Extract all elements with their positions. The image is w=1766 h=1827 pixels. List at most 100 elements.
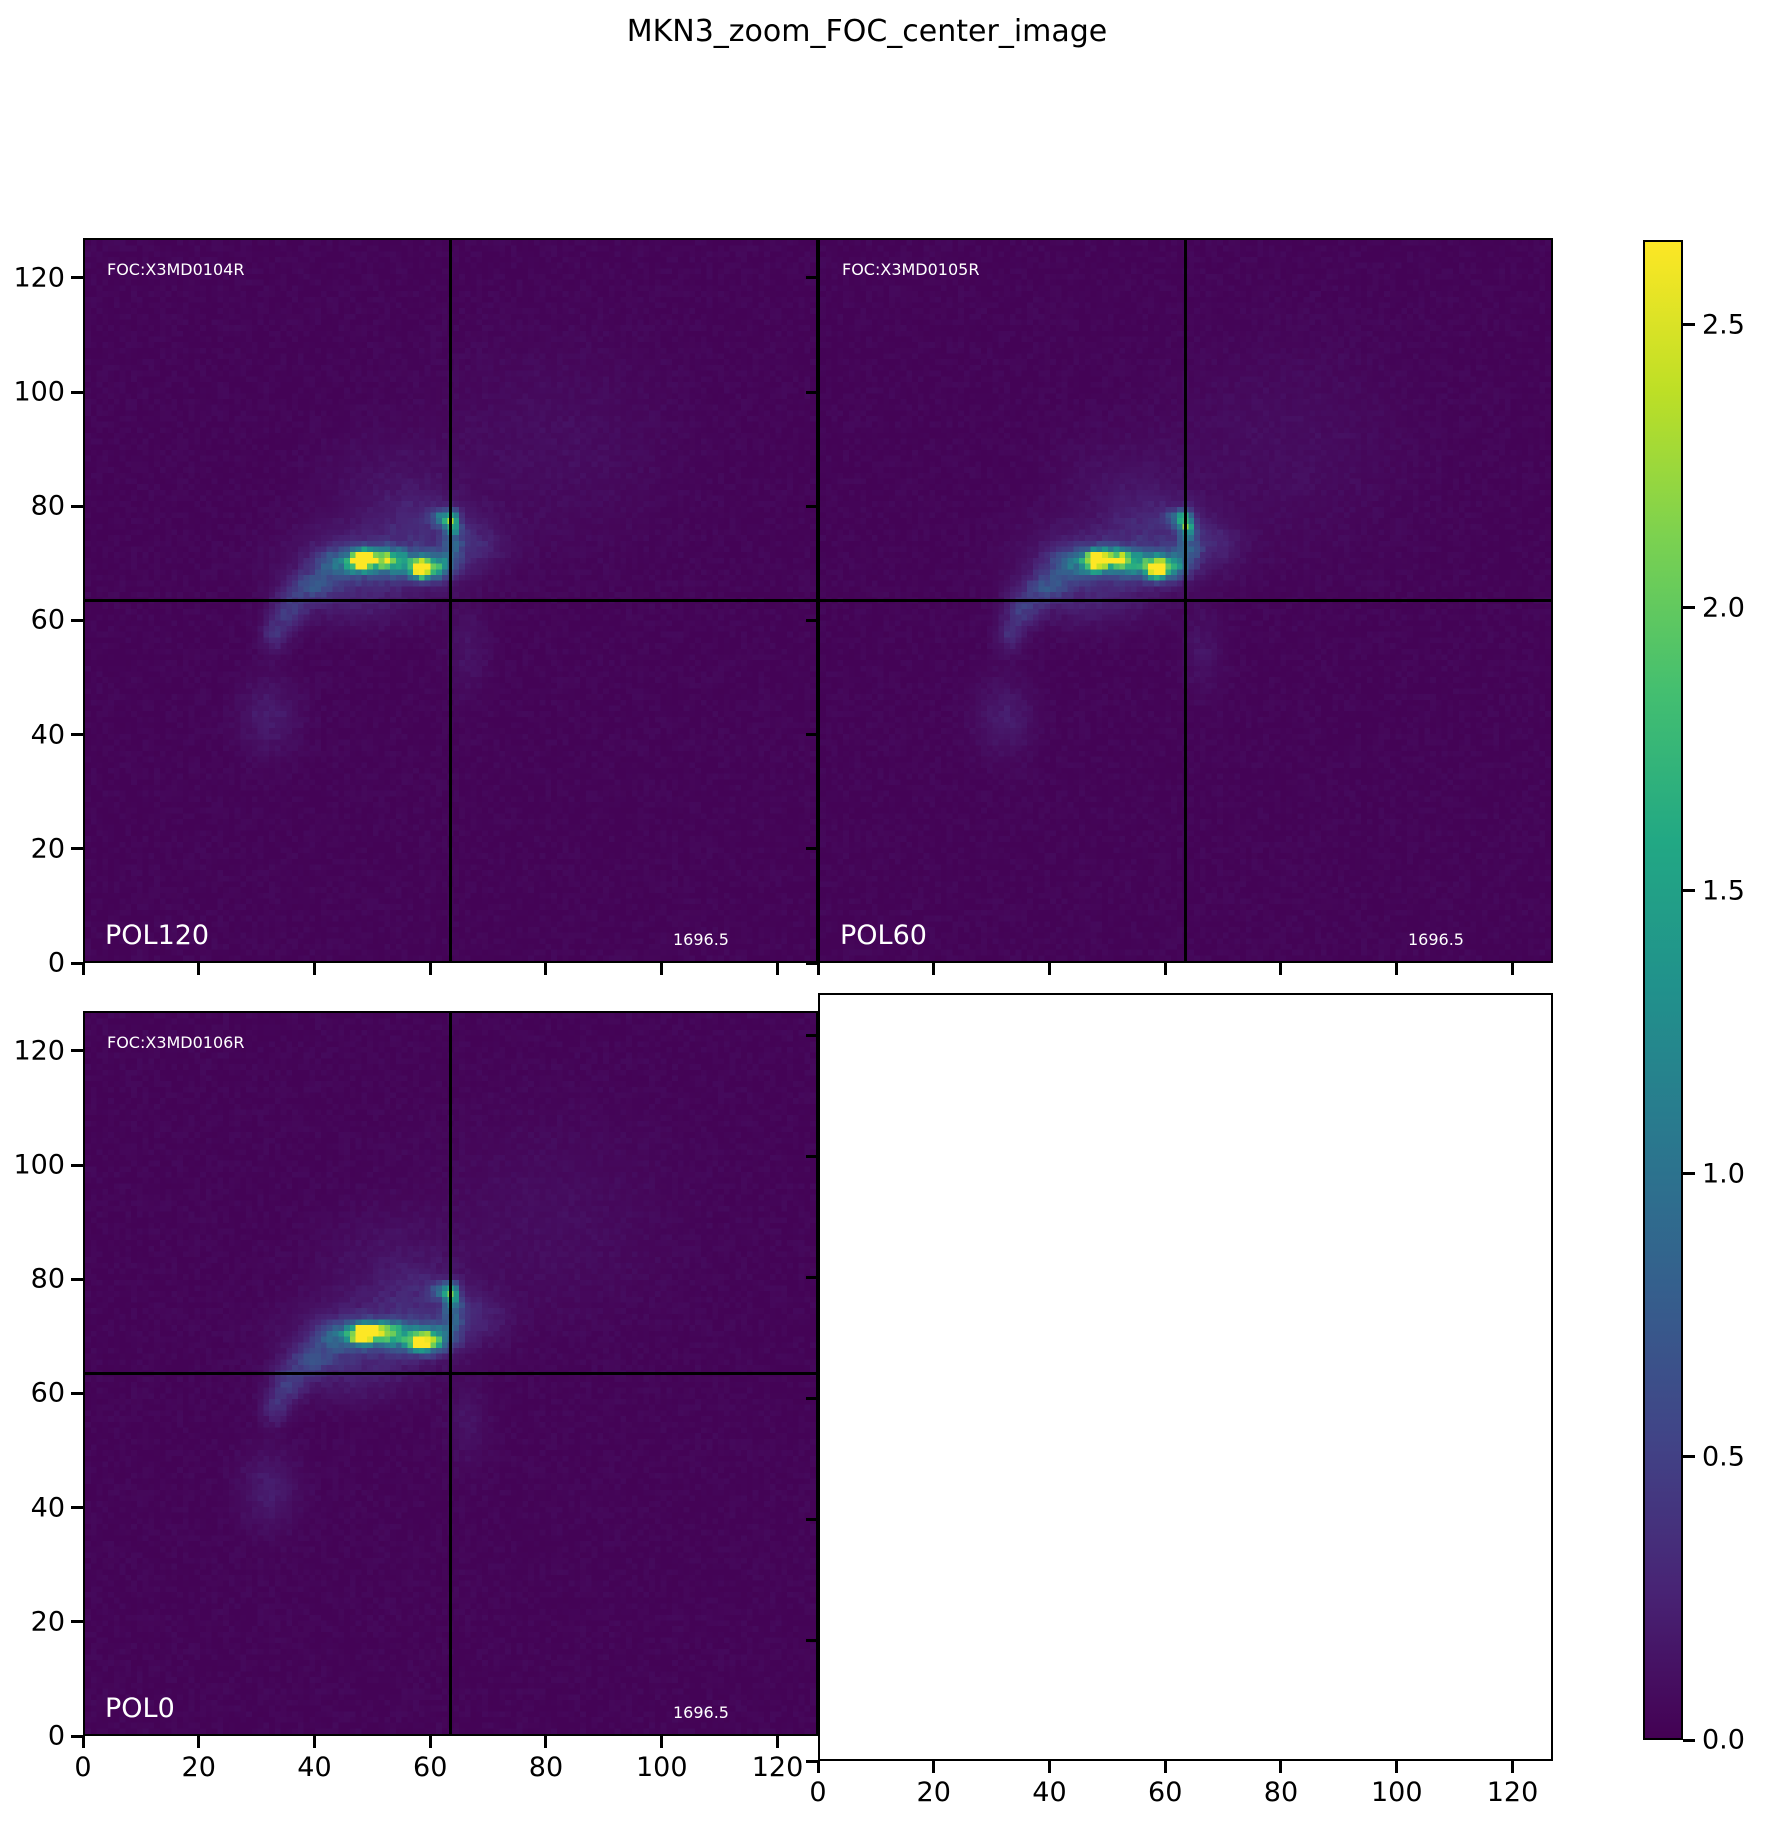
crosshair-horizontal-icon (85, 1372, 816, 1375)
y-tick-mark (71, 733, 83, 737)
y-tick-mark (806, 1396, 818, 1400)
y-tick-label: 0 (47, 1720, 65, 1752)
x-tick-label: 40 (1032, 1777, 1067, 1808)
y-tick-mark (806, 1638, 818, 1642)
x-tick-label: 80 (1263, 1777, 1299, 1808)
x-tick-mark (660, 963, 664, 975)
x-tick-mark (197, 1736, 201, 1748)
x-tick-mark (428, 963, 432, 975)
x-tick-label: 40 (297, 1752, 332, 1783)
y-tick-mark (806, 1154, 818, 1158)
x-tick-label: 100 (1370, 1777, 1423, 1808)
y-tick-label: 20 (30, 833, 65, 865)
x-tick-label: 120 (1486, 1777, 1539, 1808)
colorbar (1643, 240, 1683, 1740)
colorbar-tick-mark (1683, 889, 1695, 893)
y-tick-mark (806, 961, 818, 965)
x-tick-mark (932, 1761, 936, 1773)
x-tick-label: 20 (916, 1777, 951, 1808)
y-tick-mark (71, 276, 83, 280)
y-tick-label: 60 (30, 604, 65, 636)
x-tick-mark (1395, 963, 1399, 975)
figure-title: MKN3_zoom_FOC_center_image (626, 14, 1108, 49)
x-tick-mark (1510, 1761, 1514, 1773)
colorbar-tick-label: 1.5 (1702, 875, 1745, 907)
y-tick-label: 0 (47, 947, 65, 979)
pol-label-pol60: POL60 (840, 920, 927, 951)
x-tick-label: 0 (74, 1752, 92, 1783)
y-tick-mark (71, 961, 83, 965)
x-tick-mark (932, 963, 936, 975)
value-label-pol120: 1696.5 (673, 930, 729, 949)
y-tick-mark (806, 618, 818, 622)
colorbar-tick-label: 0.0 (1702, 1724, 1745, 1756)
y-tick-mark (806, 1275, 818, 1279)
colorbar-tick-mark (1683, 323, 1695, 327)
crosshair-horizontal-icon (85, 599, 816, 602)
x-tick-mark (1163, 1761, 1167, 1773)
dataset-label-pol0: FOC:X3MD0106R (107, 1033, 245, 1052)
y-tick-mark (71, 1620, 83, 1624)
x-tick-label: 60 (413, 1752, 448, 1783)
y-tick-mark (71, 1163, 83, 1167)
y-tick-label: 120 (13, 1035, 65, 1067)
colorbar-tick-label: 1.0 (1702, 1158, 1745, 1190)
y-tick-mark (71, 847, 83, 851)
y-tick-label: 120 (13, 262, 65, 294)
colorbar-tick-mark (1683, 1455, 1695, 1459)
x-tick-mark (1163, 963, 1167, 975)
x-tick-mark (312, 1736, 316, 1748)
x-tick-mark (1047, 1761, 1051, 1773)
dataset-label-pol120: FOC:X3MD0104R (107, 260, 245, 279)
value-label-pol0: 1696.5 (673, 1703, 729, 1722)
y-tick-mark (806, 1033, 818, 1037)
y-tick-mark (71, 1391, 83, 1395)
y-tick-mark (806, 1759, 818, 1763)
x-tick-label: 100 (635, 1752, 688, 1783)
colorbar-tick-label: 0.5 (1702, 1441, 1745, 1473)
y-tick-label: 40 (30, 719, 65, 751)
x-tick-mark (1395, 1761, 1399, 1773)
pol-label-pol0: POL0 (105, 1693, 175, 1724)
y-tick-mark (71, 390, 83, 394)
x-tick-mark (1047, 963, 1051, 975)
x-tick-label: 60 (1148, 1777, 1183, 1808)
y-tick-mark (71, 1277, 83, 1281)
colorbar-tick-label: 2.5 (1702, 309, 1745, 341)
x-tick-mark (775, 1736, 779, 1748)
colorbar-tick-mark (1683, 606, 1695, 610)
panel-pol120: FOC:X3MD0104R POL120 1696.5 (83, 238, 818, 963)
colorbar-tick-label: 2.0 (1702, 592, 1745, 624)
y-tick-label: 40 (30, 1492, 65, 1524)
x-tick-mark (428, 1736, 432, 1748)
y-tick-mark (806, 390, 818, 394)
x-tick-mark (1510, 963, 1514, 975)
y-tick-mark (71, 1049, 83, 1053)
y-tick-mark (71, 618, 83, 622)
colorbar-tick-mark (1683, 1172, 1695, 1176)
x-tick-label: 20 (181, 1752, 216, 1783)
pol-label-pol120: POL120 (105, 920, 210, 951)
y-tick-label: 100 (13, 376, 65, 408)
y-tick-mark (806, 1517, 818, 1521)
y-tick-mark (71, 504, 83, 508)
y-tick-mark (71, 1734, 83, 1738)
y-tick-mark (806, 504, 818, 508)
value-label-pol60: 1696.5 (1408, 930, 1464, 949)
y-tick-mark (806, 733, 818, 737)
panel-empty (818, 993, 1553, 1761)
x-tick-mark (816, 1761, 820, 1773)
colorbar-tick-mark (1683, 1738, 1695, 1742)
y-tick-label: 60 (30, 1377, 65, 1409)
x-tick-mark (1279, 963, 1283, 975)
y-tick-label: 100 (13, 1149, 65, 1181)
y-tick-mark (71, 1506, 83, 1510)
crosshair-horizontal-icon (820, 599, 1551, 602)
panel-pol60: FOC:X3MD0105R POL60 1696.5 (818, 238, 1553, 963)
x-tick-label: 120 (751, 1752, 804, 1783)
x-tick-mark (544, 1736, 548, 1748)
y-tick-mark (806, 847, 818, 851)
x-tick-mark (544, 963, 548, 975)
x-tick-mark (775, 963, 779, 975)
